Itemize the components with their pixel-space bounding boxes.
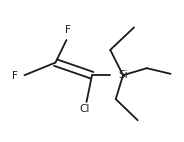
Text: Cl: Cl	[79, 104, 90, 114]
Text: Si: Si	[119, 70, 128, 80]
Text: F: F	[65, 25, 71, 35]
Text: F: F	[12, 71, 18, 81]
